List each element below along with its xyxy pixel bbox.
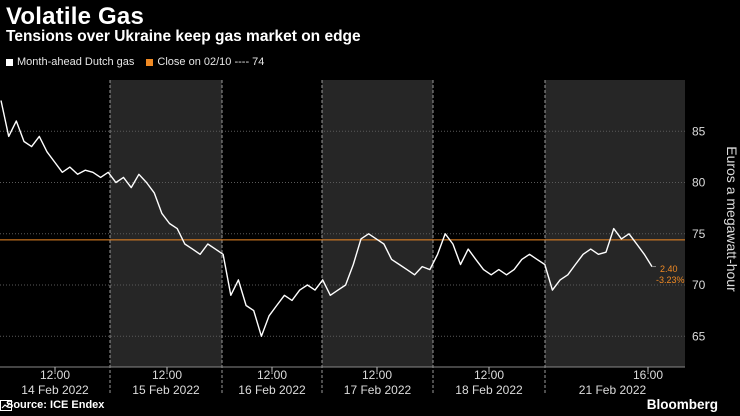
x-date-label: 18 Feb 2022 bbox=[455, 383, 523, 397]
last-change-pct-label: -3.23% bbox=[656, 275, 685, 285]
bloomberg-logo: Bloomberg bbox=[646, 397, 718, 412]
x-tick-time-label: 12:00 bbox=[257, 368, 287, 382]
y-tick-label: 75 bbox=[692, 227, 706, 241]
day-band bbox=[545, 80, 685, 367]
legend-series-swatch bbox=[6, 58, 13, 66]
x-date-label: 21 Feb 2022 bbox=[579, 383, 647, 397]
x-tick-time-label: 12:00 bbox=[474, 368, 504, 382]
legend-close-label: Close on 02/10 ---- 74 bbox=[157, 56, 265, 68]
day-band bbox=[110, 80, 222, 367]
y-tick-label: 65 bbox=[692, 329, 706, 343]
chart-subtitle: Tensions over Ukraine keep gas market on… bbox=[6, 28, 361, 45]
series-line bbox=[0, 100, 653, 337]
bloomberg-terminal-icon bbox=[0, 400, 12, 411]
y-tick-label: 80 bbox=[692, 176, 706, 190]
x-date-label: 16 Feb 2022 bbox=[238, 383, 306, 397]
y-axis-label: Euros a megawatt-hour bbox=[724, 146, 740, 292]
x-tick-time-label: 12:00 bbox=[362, 368, 392, 382]
x-date-label: 17 Feb 2022 bbox=[344, 383, 412, 397]
chart-title: Volatile Gas bbox=[6, 3, 145, 30]
x-tick-time-label: 12:00 bbox=[152, 368, 182, 382]
x-tick-time-label: 12:00 bbox=[40, 368, 70, 382]
x-date-label: 15 Feb 2022 bbox=[132, 383, 200, 397]
x-date-label: 14 Feb 2022 bbox=[21, 383, 89, 397]
source-note: Source: ICE Endex bbox=[6, 399, 105, 411]
last-change-label: 2.40 bbox=[660, 264, 678, 274]
x-tick-time-label: 16:00 bbox=[633, 368, 663, 382]
day-band bbox=[322, 80, 433, 367]
legend-close-swatch bbox=[146, 58, 154, 66]
y-tick-label: 70 bbox=[692, 278, 706, 292]
legend-series-label: Month-ahead Dutch gas bbox=[17, 56, 135, 68]
y-tick-label: 85 bbox=[692, 124, 706, 138]
legend: Month-ahead Dutch gas Close on 02/10 ---… bbox=[6, 56, 264, 68]
